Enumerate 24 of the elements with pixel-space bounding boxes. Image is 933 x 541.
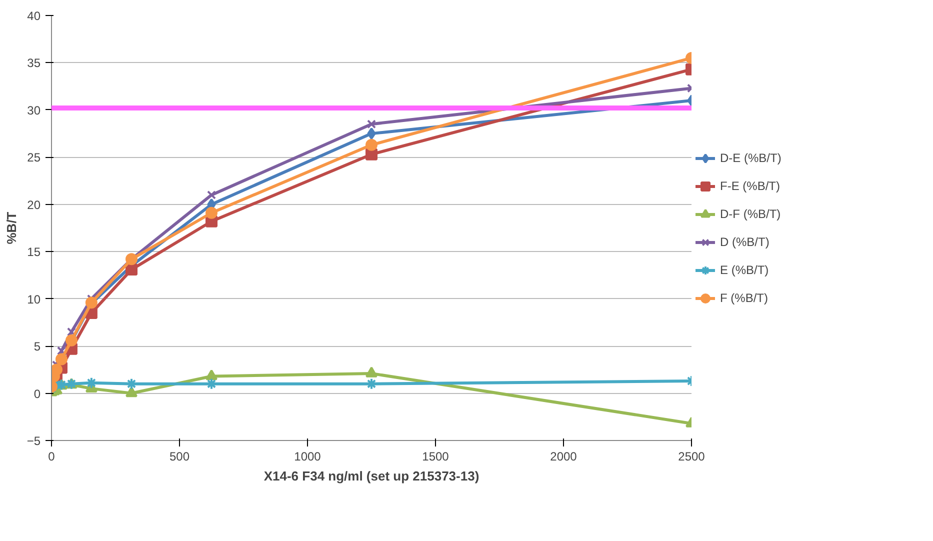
legend-label: D (%B/T) xyxy=(720,234,770,248)
y-tick-label: 30 xyxy=(27,103,41,118)
y-tick-label: 5 xyxy=(34,340,41,354)
y-tick-label: 40 xyxy=(27,9,41,23)
legend-label: D-E (%B/T) xyxy=(720,150,782,164)
legend-label: F (%B/T) xyxy=(720,290,768,304)
x-tick-label: 1500 xyxy=(422,450,450,464)
x-tick-label: 0 xyxy=(48,450,56,464)
y-tick-label: 10 xyxy=(27,292,41,306)
y-tick-label: 0 xyxy=(34,386,41,401)
x-tick-label: 500 xyxy=(169,450,190,464)
y-tick-label: 15 xyxy=(27,245,41,260)
y-tick-label: 25 xyxy=(27,150,41,165)
y-tick-label: 20 xyxy=(27,198,41,212)
y-tick-label: −5 xyxy=(26,434,41,448)
legend-label: D-F (%B/T) xyxy=(720,206,781,220)
legend-label: E (%B/T) xyxy=(720,262,769,276)
x-tick-label: 2500 xyxy=(678,450,706,464)
legend-label: F-E (%B/T) xyxy=(720,178,780,192)
x-tick-label: 1000 xyxy=(294,450,322,464)
y-tick-label: 35 xyxy=(27,56,41,70)
x-tick-label: 2000 xyxy=(550,450,578,464)
y-axis-title: %B/T xyxy=(4,212,19,244)
x-axis-title: X14-6 F34 ng/ml (set up 215373-13) xyxy=(264,468,480,484)
